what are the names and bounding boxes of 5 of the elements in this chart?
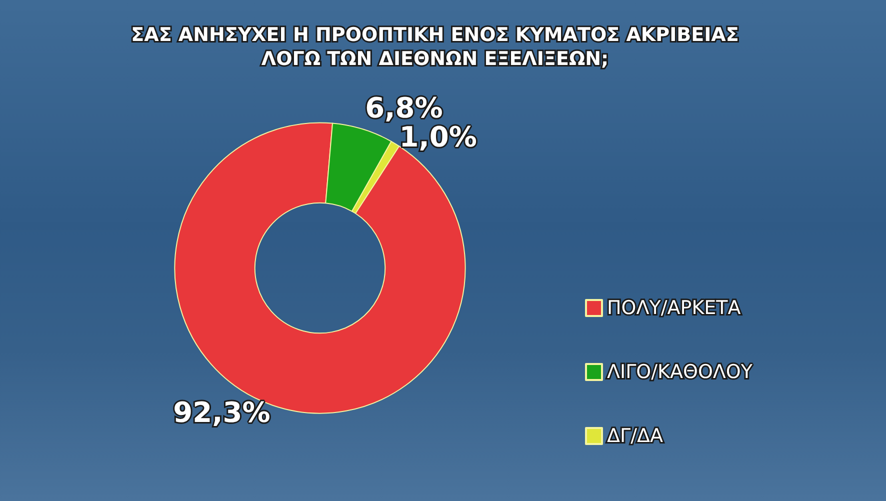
data-label: 92,3% <box>173 396 270 430</box>
chart-title: ΣΑΣ ΑΝΗΣΥΧΕΙ Η ΠΡΟΟΠΤΙΚΗ ΕΝΟΣ ΚΥΜΑΤΟΣ ΑΚΡΙΒΕΙΑΣ ΛΟΓΩ ΤΩΝ ΔΙΕΘΝΩΝ ΕΞΕΛΙΞΕΩΝ; <box>131 24 739 70</box>
legend-label: ΠΟΛΥ/ΑΡΚΕΤΑ <box>607 297 741 319</box>
legend-label: ΔΓ/ΔΑ <box>607 425 663 447</box>
legend-label: ΛΙΓΟ/ΚΑΘΟΛΟΥ <box>607 361 753 383</box>
